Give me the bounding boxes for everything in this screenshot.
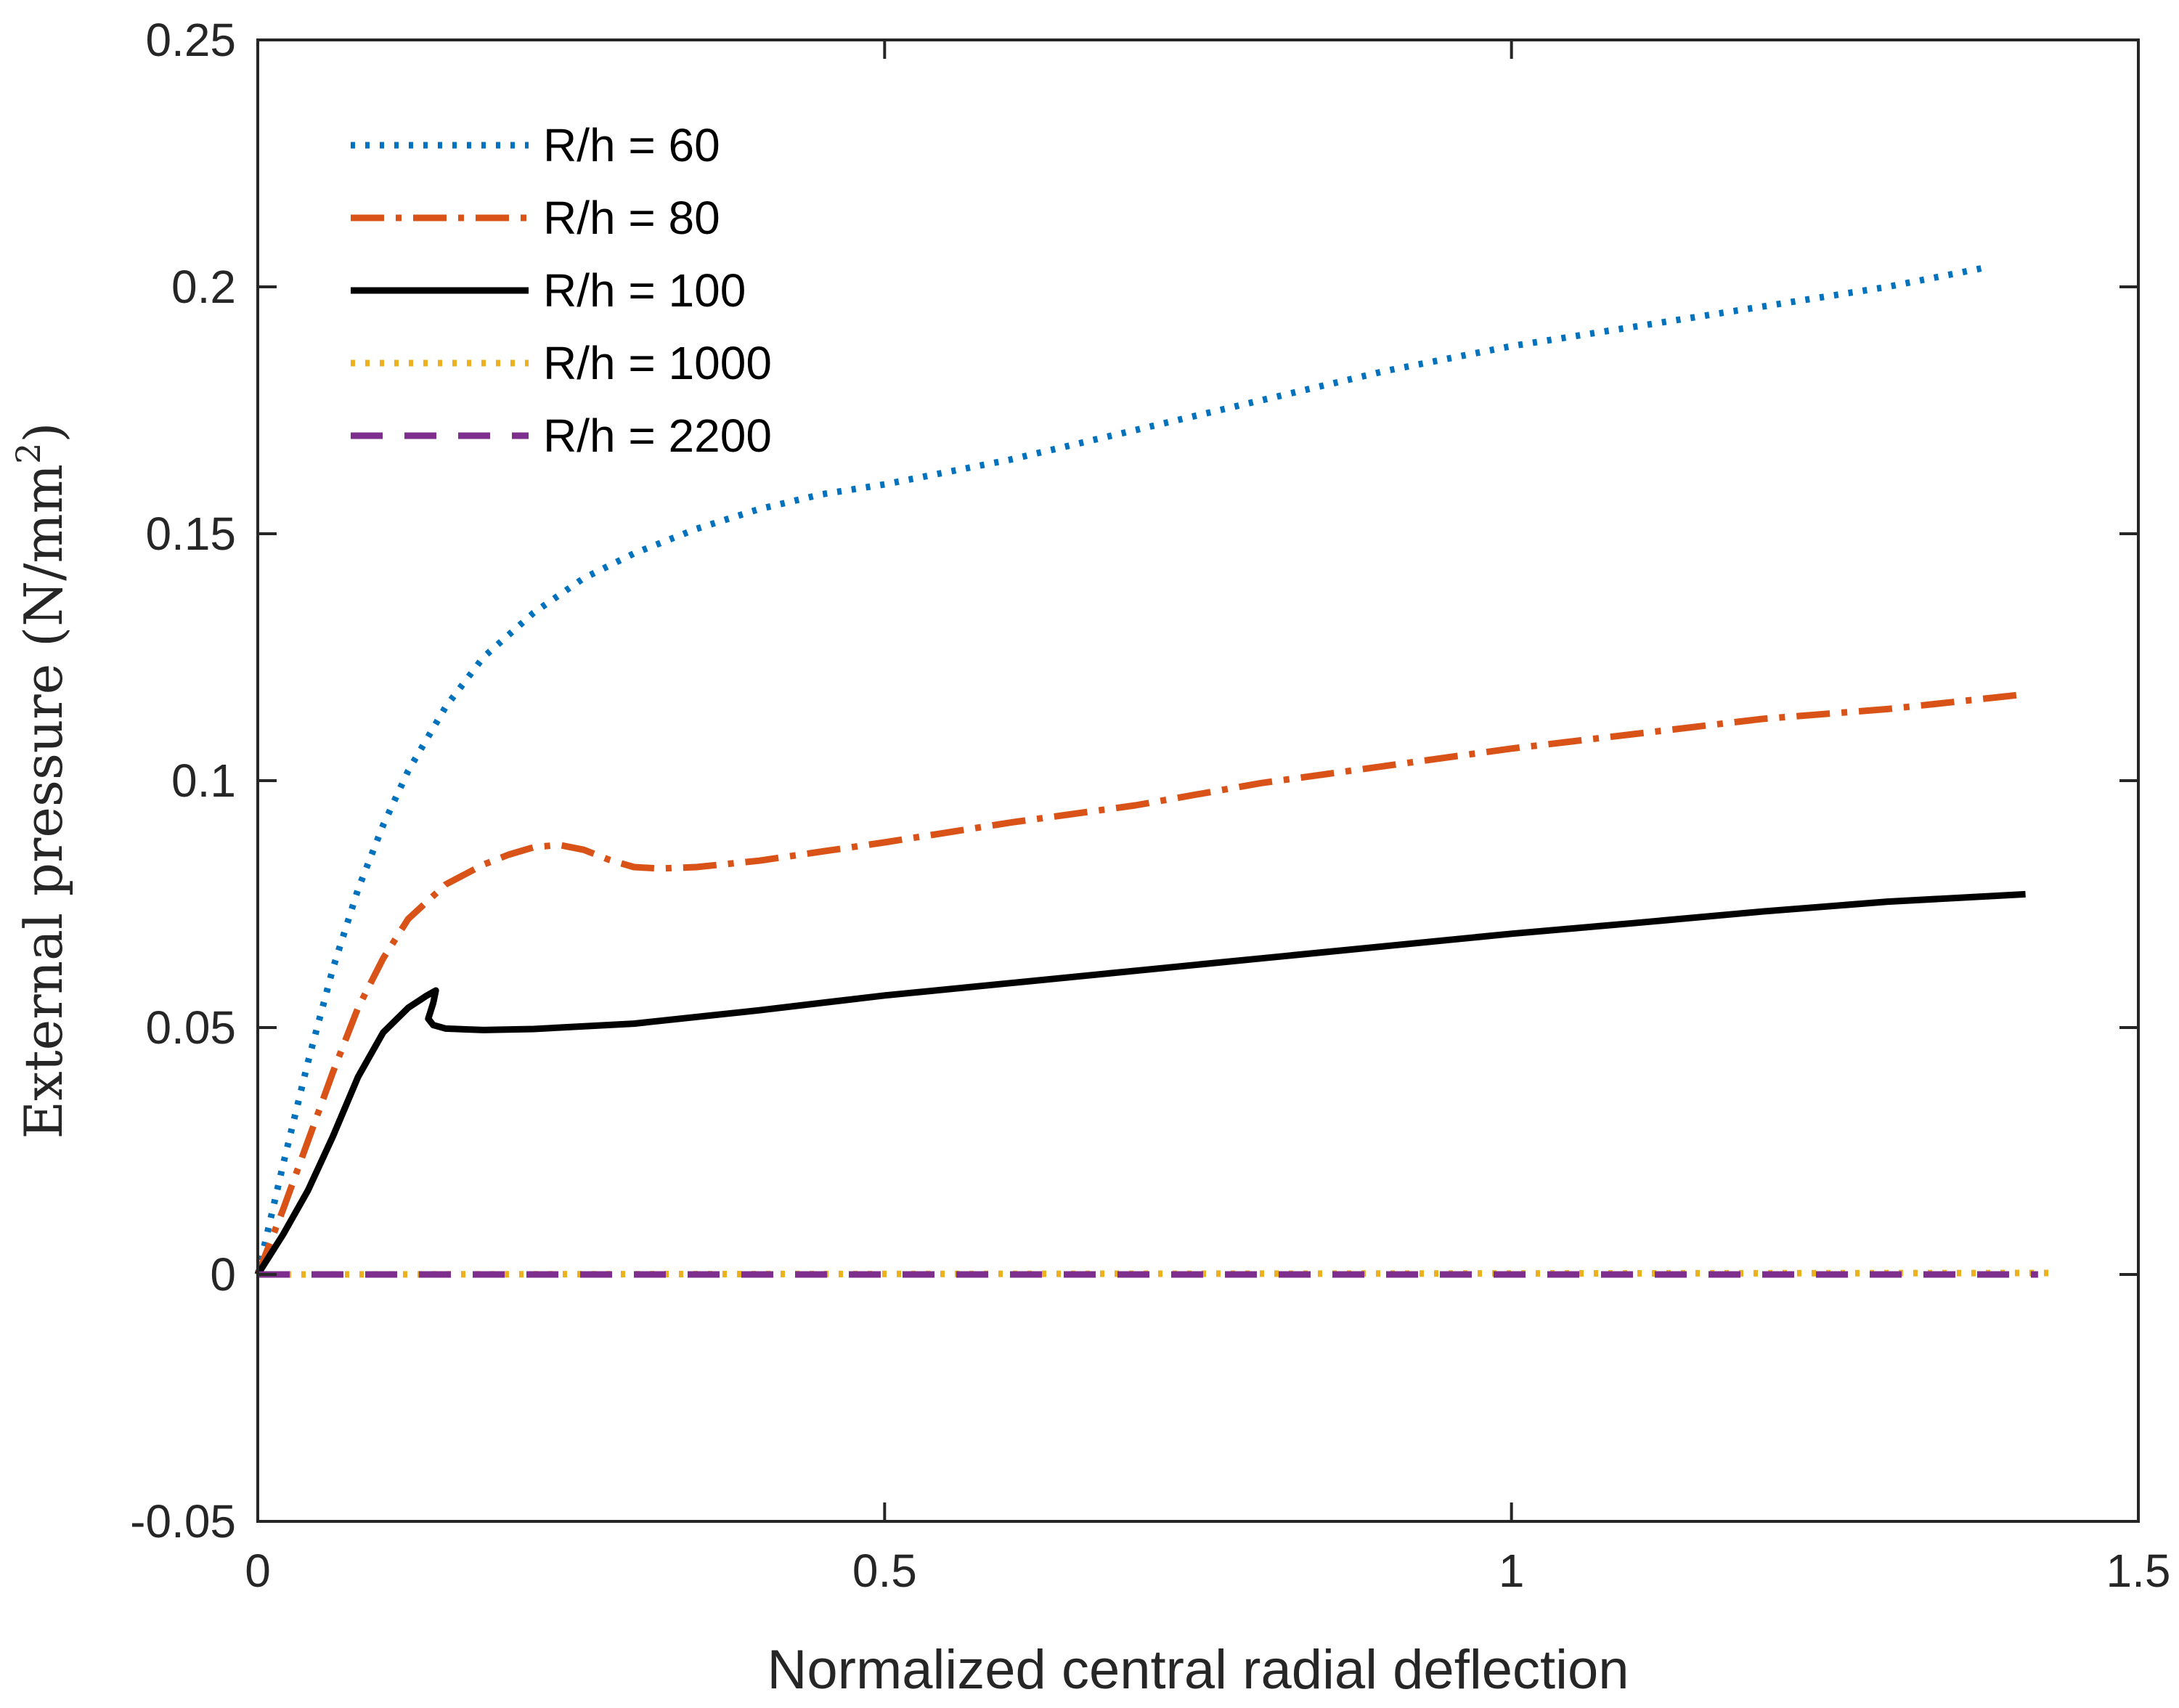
y-tick-label: 0.25 bbox=[145, 14, 236, 66]
y-tick-label: 0.15 bbox=[145, 508, 236, 560]
y-tick-label: 0.1 bbox=[171, 755, 236, 807]
y-axis-label-main: External pressure (N/mm bbox=[13, 464, 74, 1139]
y-tick-label: 0.2 bbox=[171, 261, 236, 313]
y-tick-label: -0.05 bbox=[130, 1495, 236, 1548]
x-tick-label: 0.5 bbox=[852, 1545, 917, 1597]
legend-label: R/h = 100 bbox=[543, 264, 746, 317]
series-layer bbox=[254, 264, 2051, 1278]
x-axis-label: Normalized central radial deflection bbox=[767, 1639, 1629, 1701]
legend-label: R/h = 60 bbox=[543, 119, 720, 171]
y-axis-label: External pressure (N/mm2) bbox=[9, 423, 74, 1139]
plot-area bbox=[258, 40, 2138, 1521]
x-tick-label: 1 bbox=[1499, 1545, 1525, 1597]
y-tick-label: 0 bbox=[210, 1248, 236, 1301]
legend-label: R/h = 1000 bbox=[543, 337, 772, 389]
legend-label: R/h = 80 bbox=[543, 192, 720, 244]
x-tick-label: 1.5 bbox=[2106, 1545, 2171, 1597]
y-axis-label-close: ) bbox=[13, 423, 74, 443]
x-tick-label: 0 bbox=[245, 1545, 271, 1597]
series-line-3 bbox=[255, 890, 2026, 1277]
x-tick-labels: 0 0.5 1 1.5 bbox=[245, 1545, 2170, 1597]
series-line-2 bbox=[254, 691, 2027, 1276]
legend: R/h = 60 R/h = 80 R/h = 100 R/h = 1000 R/h =… bbox=[351, 119, 772, 462]
legend-label: R/h = 2200 bbox=[543, 410, 772, 462]
y-axis-label-superscript: 2 bbox=[9, 443, 48, 464]
y-tick-label: 0.05 bbox=[145, 1001, 236, 1054]
y-tick-labels: -0.05 0 0.05 0.1 0.15 0.2 0.25 bbox=[130, 14, 236, 1548]
tick-layer bbox=[256, 38, 2140, 1523]
